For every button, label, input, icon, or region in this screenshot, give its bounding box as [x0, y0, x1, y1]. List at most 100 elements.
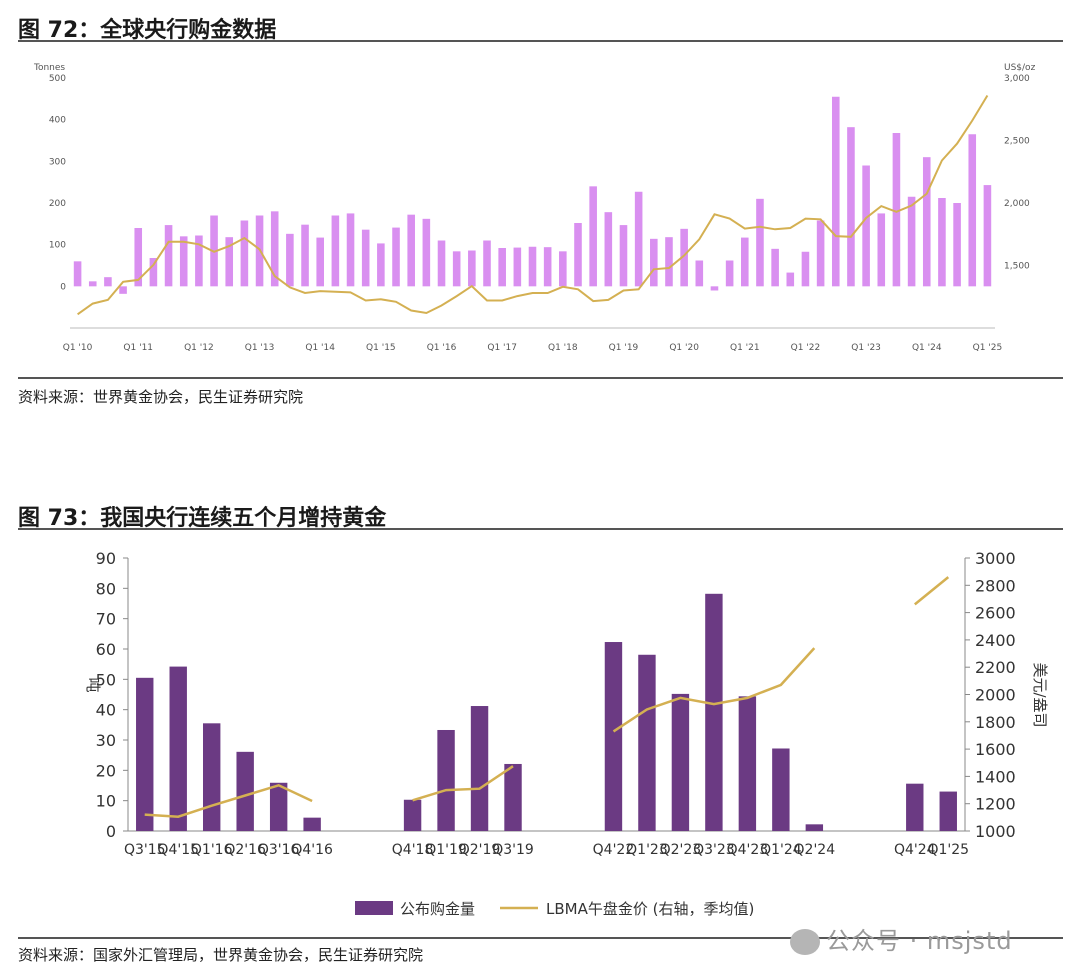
fig72-bar [801, 251, 810, 287]
fig72-xtick: Q1 '17 [487, 343, 517, 353]
fig72-bar [301, 224, 309, 287]
fig73-xtick: Q4'16 [291, 842, 333, 858]
fig72-bar [953, 203, 961, 287]
fig72-bar [195, 235, 203, 287]
fig73-bar [136, 677, 154, 831]
fig72-bar [695, 260, 704, 287]
fig72-bar [619, 225, 628, 287]
fig73-bar [202, 723, 221, 831]
watermark: 公众号 · msjstd [790, 921, 1013, 956]
fig72-bar [483, 240, 491, 287]
fig73-ytick: 0 [106, 822, 116, 841]
fig72-bar [847, 127, 855, 287]
fig73-chart: 90 80 70 60 50 40 30 20 10 0 3000 2800 2600 2400 2200 2… [84, 549, 1049, 918]
fig73-y2label: 美元/盎司 [1031, 662, 1049, 727]
fig72-title-rule [18, 40, 1063, 42]
fig72-bar [938, 198, 946, 287]
fig72-xtick: Q1 '21 [730, 343, 760, 353]
fig73-price-line [144, 783, 313, 818]
fig73-bar [403, 799, 422, 831]
fig73-title-rule [18, 528, 1063, 530]
fig72-xtick: Q1 '19 [609, 343, 639, 353]
fig72-price-line [77, 94, 989, 316]
fig73-xtick: Q2'24 [794, 842, 836, 858]
fig72-bottom-rule [18, 377, 1063, 379]
fig72-bar [452, 251, 461, 287]
fig73-xtick: Q3'15 [124, 842, 166, 858]
fig73-xtick: Q2'23 [660, 842, 702, 858]
fig72-bar [983, 185, 992, 287]
fig72-bar [422, 218, 431, 287]
fig72-bar [862, 165, 870, 287]
fig72-chart: Tonnes US$/oz 500 400 300 200 100 0 3,000 2,500 2,… [33, 63, 1036, 353]
fig73-xtick: Q3'16 [258, 842, 300, 858]
fig72-bar [498, 248, 506, 287]
fig73-ytick: 90 [96, 549, 116, 568]
fig72-xtick: Q1 '22 [791, 343, 821, 353]
fig73-bar [504, 763, 522, 831]
fig73-y2tick: 1200 [975, 795, 1016, 814]
fig72-bar [331, 215, 340, 287]
fig73-ytick: 70 [96, 610, 116, 629]
fig73-y2tick: 1800 [975, 713, 1016, 732]
fig72-bar [665, 237, 673, 287]
fig72-ytick: 100 [49, 241, 66, 251]
fig72-bar [437, 240, 446, 287]
fig72-ytick: 400 [49, 116, 66, 126]
fig73-y2tick: 3000 [975, 549, 1016, 568]
fig73-price-line [612, 647, 816, 733]
fig72-bar [892, 133, 901, 287]
fig73-bar [805, 824, 824, 831]
fig72-bar [604, 212, 613, 287]
fig72-bar [816, 220, 825, 287]
fig73-xtick: Q1'25 [927, 842, 969, 858]
fig73-y2tick: 2200 [975, 658, 1016, 677]
fig72-bar [922, 157, 931, 287]
fig72-bar [286, 233, 294, 287]
fig73-bar [638, 654, 656, 831]
fig73-source: 资料来源：国家外汇管理局，世界黄金协会，民生证券研究院 [18, 946, 424, 964]
fig72-bar [877, 213, 886, 287]
fig72-bar [634, 191, 643, 287]
fig72-source: 资料来源：世界黄金协会，民生证券研究院 [18, 388, 304, 406]
fig72-bar [88, 281, 97, 287]
fig72-bar [377, 243, 385, 287]
fig73-ytick: 80 [96, 579, 116, 598]
fig73-ytick: 40 [96, 701, 116, 720]
fig73-xtick: Q4'18 [392, 842, 434, 858]
fig73-ytick: 30 [96, 731, 116, 750]
fig73-bar [772, 748, 790, 831]
fig72-bar [574, 223, 582, 287]
fig72-y2tick: 2,000 [1004, 199, 1030, 209]
fig72-bar [407, 214, 415, 287]
fig72-bar [680, 228, 688, 287]
fig73-title: 图 73：我国央行连续五个月增持黄金 [18, 506, 387, 531]
fig72-xtick: Q1 '13 [245, 343, 275, 353]
fig73-bar [671, 693, 690, 831]
fig73-bar [269, 782, 288, 831]
fig72-xtick: Q1 '25 [973, 343, 1003, 353]
fig73-bar [738, 696, 757, 831]
fig73-bar [470, 706, 489, 831]
fig73-xtick: Q1'16 [191, 842, 233, 858]
fig73-xtick: Q3'19 [492, 842, 534, 858]
fig73-bar [939, 791, 957, 831]
fig72-bar [528, 246, 537, 287]
fig72-bar [225, 237, 234, 287]
fig72-bar [392, 227, 400, 287]
fig73-y2tick: 1000 [975, 822, 1016, 841]
fig72-xtick: Q1 '18 [548, 343, 578, 353]
fig72-bar [316, 237, 324, 287]
fig72-xtick: Q1 '15 [366, 343, 396, 353]
fig72-bar [543, 247, 552, 287]
fig72-bar [907, 196, 916, 287]
fig73-y2tick: 1400 [975, 767, 1016, 786]
fig72-bar [468, 250, 476, 287]
fig72-xtick: Q1 '10 [63, 343, 93, 353]
fig73-bar [705, 593, 723, 831]
fig73-y2tick: 2400 [975, 631, 1016, 650]
fig72-xtick: Q1 '20 [669, 343, 699, 353]
fig73-ytick: 50 [96, 670, 116, 689]
fig73-y2tick: 2000 [975, 686, 1016, 705]
fig72-bar [270, 211, 279, 287]
